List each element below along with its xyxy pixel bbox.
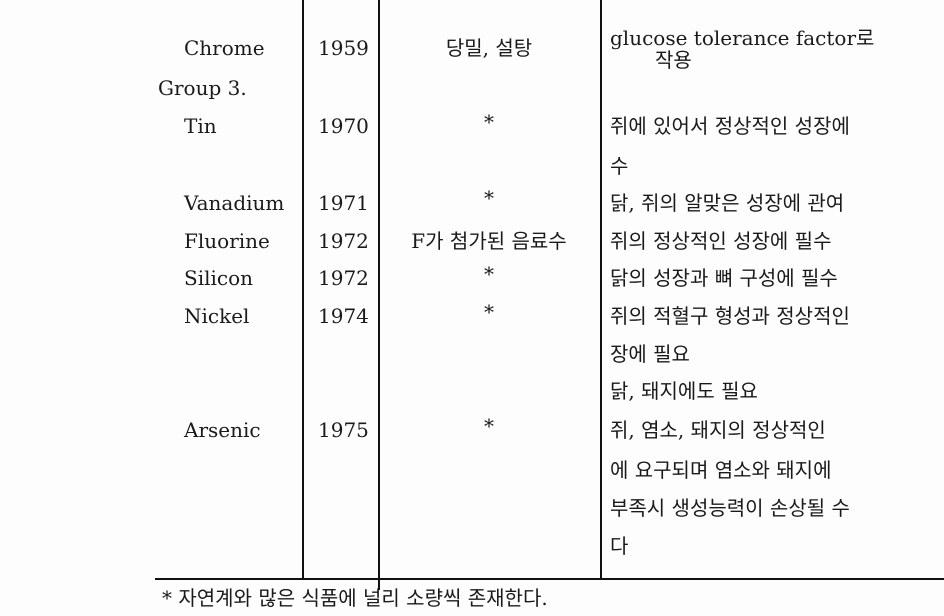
function: 쥐의 정상적인 성장에 필수 [610,229,832,253]
function: 닭, 돼지에도 필요 [610,379,758,403]
function: 에 요구되며 염소와 돼지에 [610,458,832,482]
source: * [484,110,494,134]
source: * [484,186,494,210]
column-divider [302,0,304,580]
column-divider [378,0,380,590]
year: 1975 [318,418,369,442]
function: 부족시 생성능력이 손상될 수 [610,496,850,520]
year: 1970 [318,114,369,138]
function: 작용 [655,48,692,72]
source: F가 첨가된 음료수 [411,229,567,253]
function: 쥐, 염소, 돼지의 정상적인 [610,418,826,442]
source: * [484,262,494,286]
element-name: Chrome [184,36,265,60]
source: * [484,414,494,438]
function: 장에 필요 [610,342,690,366]
function: 다 [610,534,629,558]
year: 1971 [318,191,369,215]
function: 수 [610,154,629,178]
element-name: Fluorine [184,229,270,253]
function: glucose tolerance factor로 [610,26,875,50]
element-name: Silicon [184,266,254,290]
function: 닭, 쥐의 알맞은 성장에 관여 [610,191,845,215]
source: * [484,300,494,324]
function: 닭의 성장과 뼈 구성에 필수 [610,266,838,290]
element-name: Vanadium [184,191,285,215]
element-name: Arsenic [184,418,261,442]
year: 1972 [318,266,369,290]
element-name: Nickel [184,304,250,328]
source: 당밀, 설탕 [445,36,533,60]
year: 1972 [318,229,369,253]
group-label: Group 3. [158,76,247,100]
function: 쥐의 적혈구 형성과 정상적인 [610,304,850,328]
footnote: * 자연계와 많은 식품에 널리 소량씩 존재한다. [162,586,548,610]
year: 1959 [318,36,369,60]
function: 쥐에 있어서 정상적인 성장에 [610,114,850,138]
column-divider [600,0,602,580]
year: 1974 [318,304,369,328]
element-name: Tin [184,114,217,138]
table-bottom-rule [155,578,944,580]
